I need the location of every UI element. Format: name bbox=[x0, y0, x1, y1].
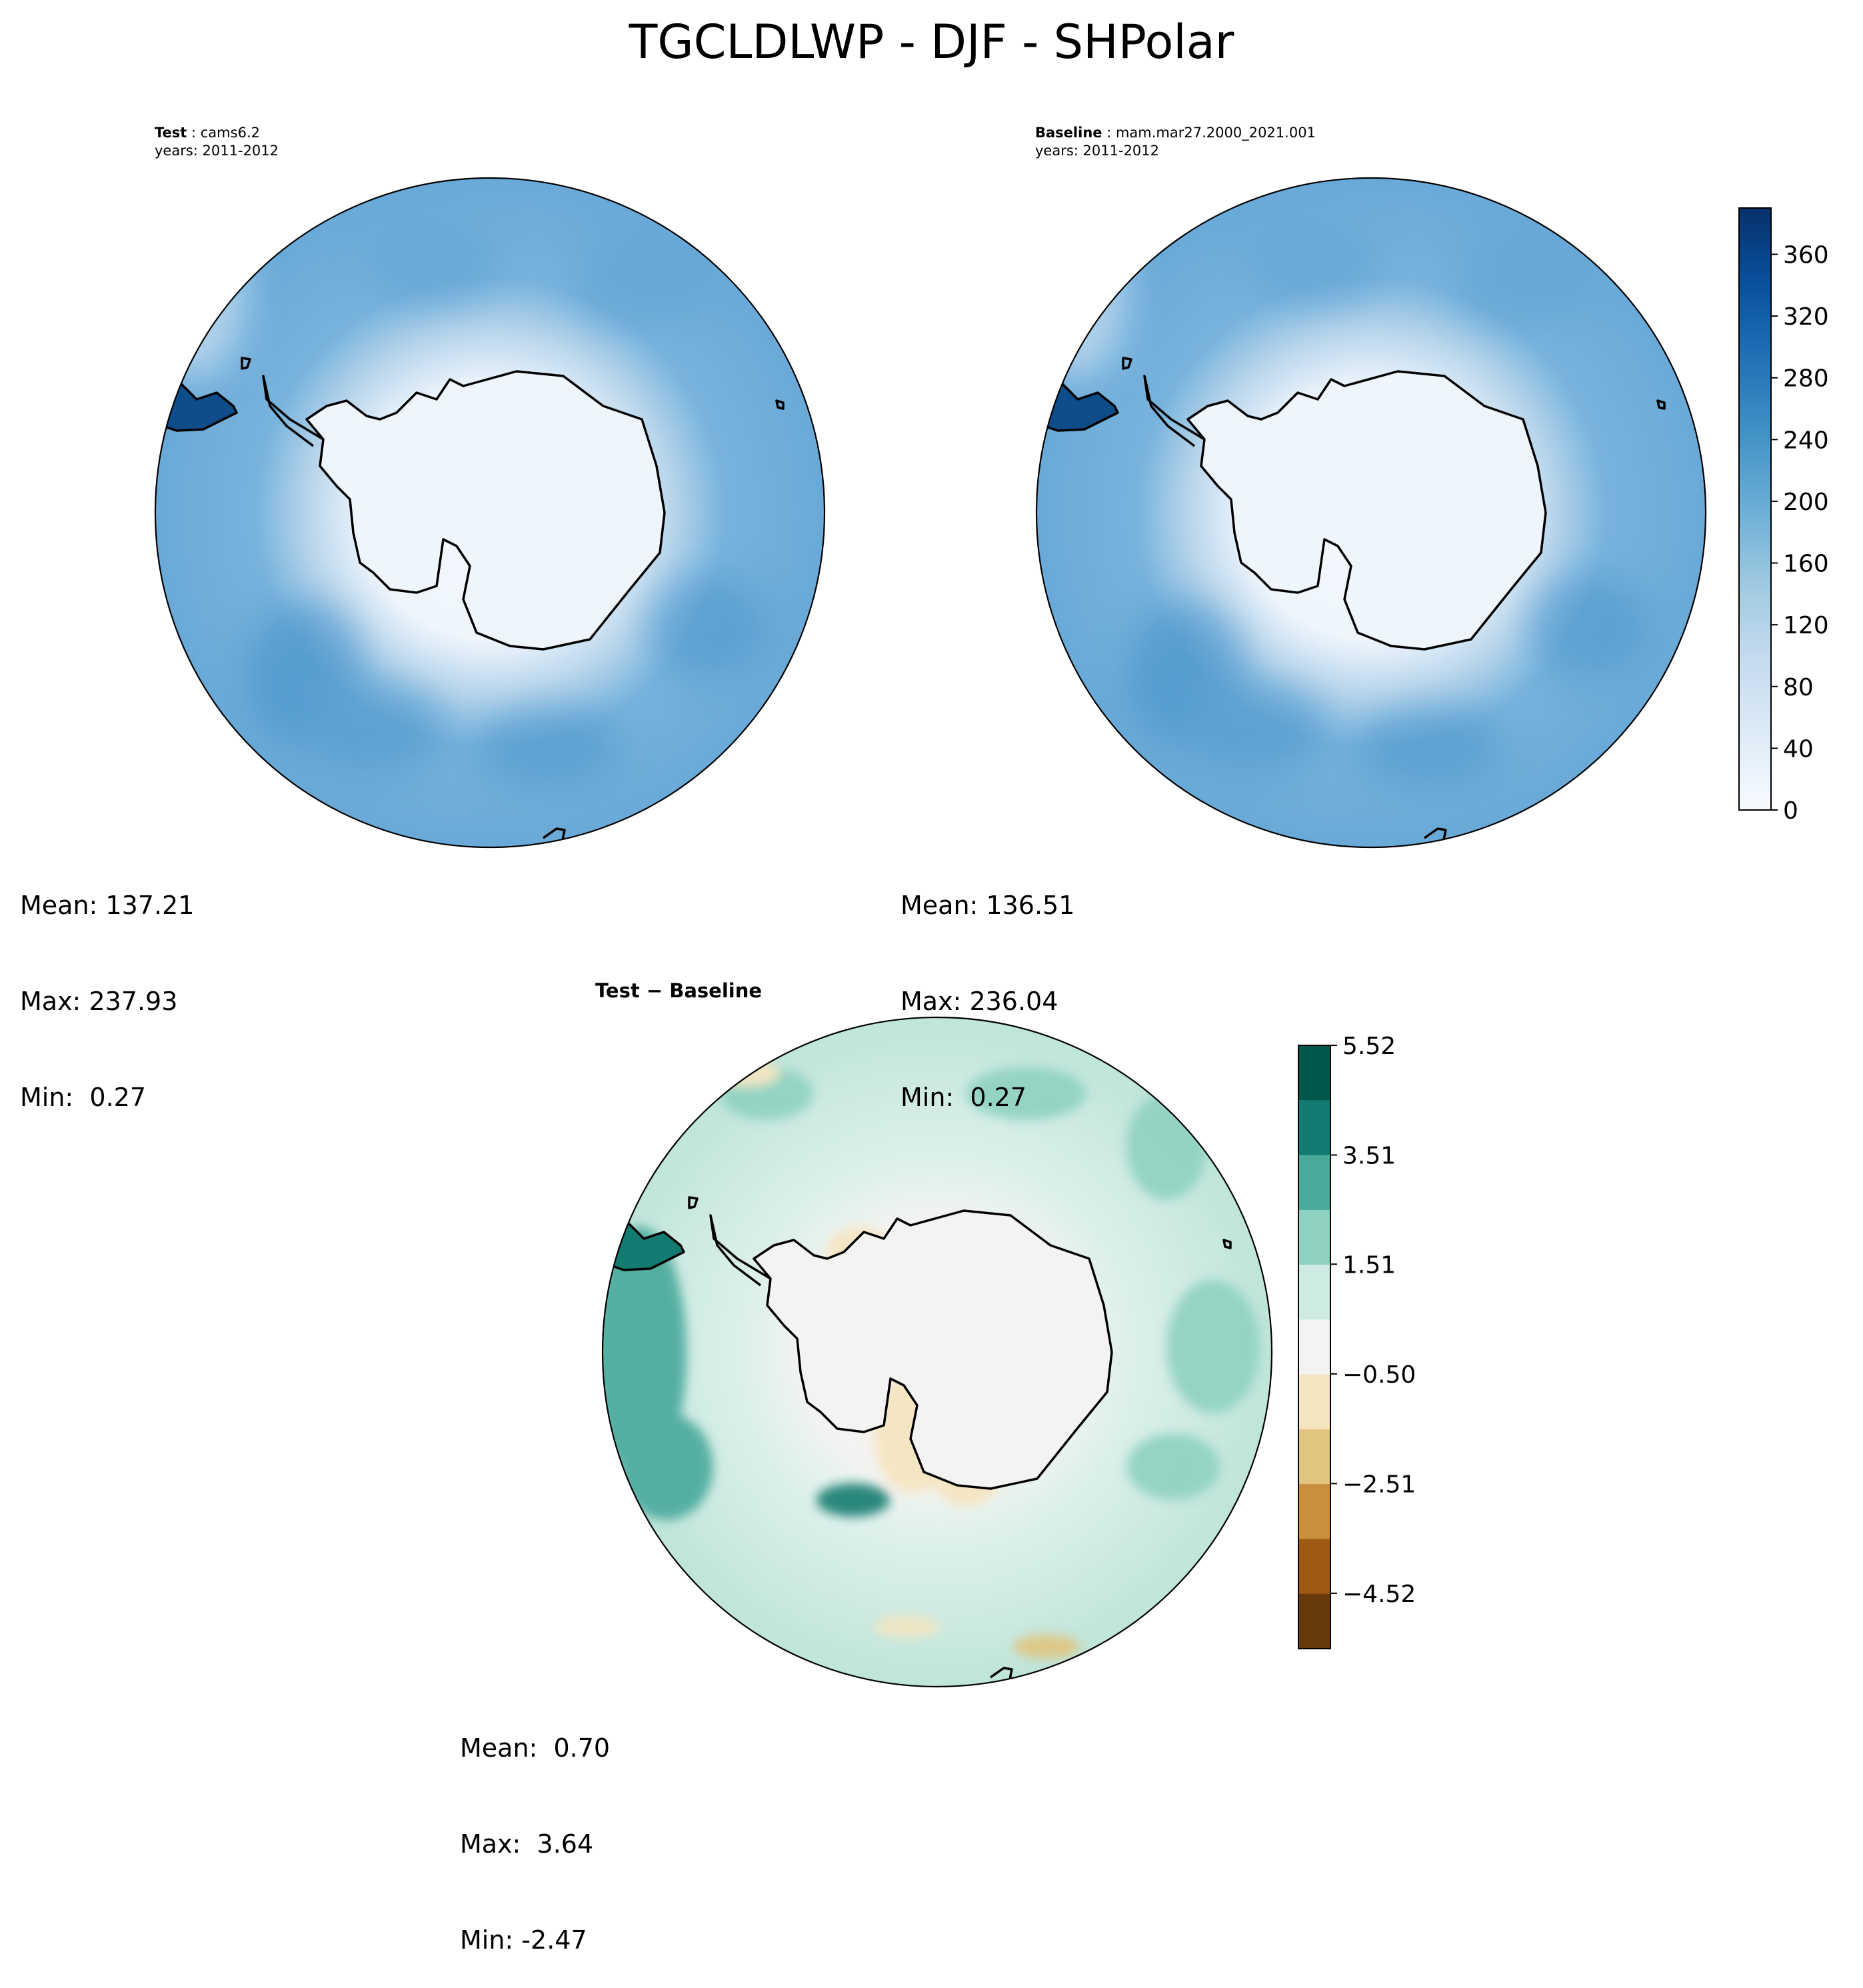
test-years: years: 2011-2012 bbox=[155, 143, 279, 159]
test-mean: Mean: 137.21 bbox=[20, 891, 195, 920]
colorbar-brbg: 5.52 3.51 1.51 −0.50 −2.51 −4.52 bbox=[1298, 1033, 1416, 1649]
test-min: Min: 0.27 bbox=[20, 1083, 146, 1112]
baseline-stats: Mean: 136.51 Max: 236.04 Min: 0.27 bbox=[901, 825, 1074, 1145]
blues-tick-label: 40 bbox=[1783, 735, 1814, 763]
blues-tick-label: 280 bbox=[1783, 365, 1829, 393]
test-case: cams6.2 bbox=[200, 125, 260, 141]
brbg-tick-label: 1.51 bbox=[1342, 1251, 1396, 1279]
difference-stats: Mean: 0.70 Max: 3.64 Min: -2.47 bbox=[460, 1668, 610, 1988]
blues-tick-label: 80 bbox=[1783, 674, 1814, 701]
difference-max: Max: 3.64 bbox=[460, 1829, 594, 1859]
brbg-band bbox=[1298, 1155, 1330, 1211]
brbg-band bbox=[1298, 1484, 1330, 1539]
blues-tick-label: 160 bbox=[1783, 551, 1829, 578]
brbg-tick-label: 3.51 bbox=[1342, 1143, 1396, 1170]
baseline-sep: : bbox=[1102, 125, 1116, 141]
test-max: Max: 237.93 bbox=[20, 987, 178, 1016]
baseline-header: Baseline : mam.mar27.2000_2021.001 bbox=[1035, 124, 1316, 142]
brbg-tick-label: 5.52 bbox=[1342, 1033, 1396, 1060]
difference-mean: Mean: 0.70 bbox=[460, 1733, 611, 1763]
brbg-band bbox=[1298, 1374, 1330, 1430]
test-sep: : bbox=[187, 125, 201, 141]
brbg-band bbox=[1298, 1265, 1330, 1320]
baseline-case: mam.mar27.2000_2021.001 bbox=[1115, 125, 1316, 141]
difference-min: Min: -2.47 bbox=[460, 1925, 587, 1955]
baseline-map bbox=[1035, 177, 1707, 849]
brbg-tick-label: −0.50 bbox=[1342, 1361, 1416, 1389]
test-label: Test bbox=[155, 125, 187, 141]
test-map bbox=[154, 177, 826, 849]
difference-title: Test − Baseline bbox=[595, 979, 763, 1002]
baseline-max: Max: 236.04 bbox=[901, 987, 1058, 1016]
blues-tick-label: 0 bbox=[1783, 797, 1798, 825]
blues-tick-label: 240 bbox=[1783, 427, 1829, 454]
blues-tick-label: 120 bbox=[1783, 612, 1829, 639]
brbg-tick-label: −4.52 bbox=[1342, 1581, 1416, 1608]
blues-tick-label: 360 bbox=[1783, 241, 1829, 269]
test-header: Test : cams6.2 bbox=[155, 124, 260, 142]
brbg-band bbox=[1298, 1429, 1330, 1485]
brbg-band bbox=[1298, 1539, 1330, 1595]
baseline-min: Min: 0.27 bbox=[901, 1083, 1026, 1112]
figure-canvas: 0 40 80 120 160 200 240 280 320 360 bbox=[154, 177, 1829, 1688]
brbg-band bbox=[1298, 1045, 1330, 1101]
baseline-label: Baseline bbox=[1035, 125, 1102, 141]
brbg-band bbox=[1298, 1319, 1330, 1375]
blues-tick-label: 200 bbox=[1783, 489, 1829, 516]
figure-title: TGCLDLWP - DJF - SHPolar bbox=[629, 15, 1234, 69]
brbg-tick-label: −2.51 bbox=[1342, 1471, 1416, 1498]
brbg-band bbox=[1298, 1209, 1330, 1265]
test-stats: Mean: 137.21 Max: 237.93 Min: 0.27 bbox=[20, 825, 194, 1145]
brbg-band bbox=[1298, 1100, 1330, 1156]
blues-tick-label: 320 bbox=[1783, 303, 1829, 331]
brbg-band bbox=[1298, 1593, 1330, 1649]
baseline-mean: Mean: 136.51 bbox=[901, 891, 1075, 920]
colorbar-blues: 0 40 80 120 160 200 240 280 320 360 bbox=[1738, 207, 1829, 825]
baseline-years: years: 2011-2012 bbox=[1035, 143, 1160, 159]
